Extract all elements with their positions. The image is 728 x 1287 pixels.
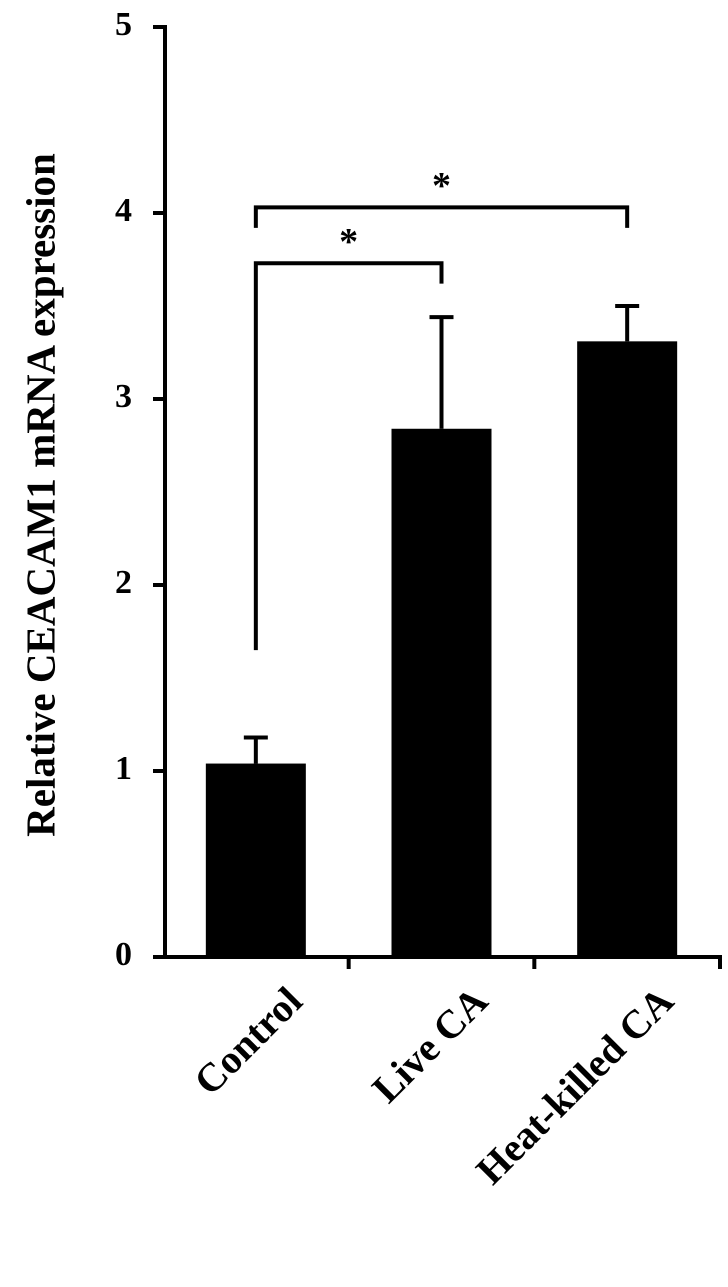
bar: [391, 428, 492, 957]
bar: [577, 341, 678, 958]
y-tick-label: 2: [115, 564, 132, 601]
significance-label: *: [339, 221, 358, 263]
x-tick-label: Live CA: [363, 978, 496, 1111]
y-tick-label: 3: [115, 378, 132, 415]
bar: [205, 763, 306, 957]
significance-bracket: [253, 261, 444, 651]
x-tick-label: Control: [185, 978, 311, 1104]
x-tick-label: Heat-killed CA: [467, 978, 682, 1193]
y-axis-label: Relative CEACAM1 mRNA expression: [17, 153, 63, 837]
y-tick-label: 5: [115, 6, 132, 43]
y-tick-label: 0: [115, 936, 132, 973]
significance-label: *: [432, 165, 451, 207]
significance-bracket: [253, 205, 630, 228]
y-tick-label: 1: [115, 750, 132, 787]
y-tick-label: 4: [115, 192, 132, 229]
